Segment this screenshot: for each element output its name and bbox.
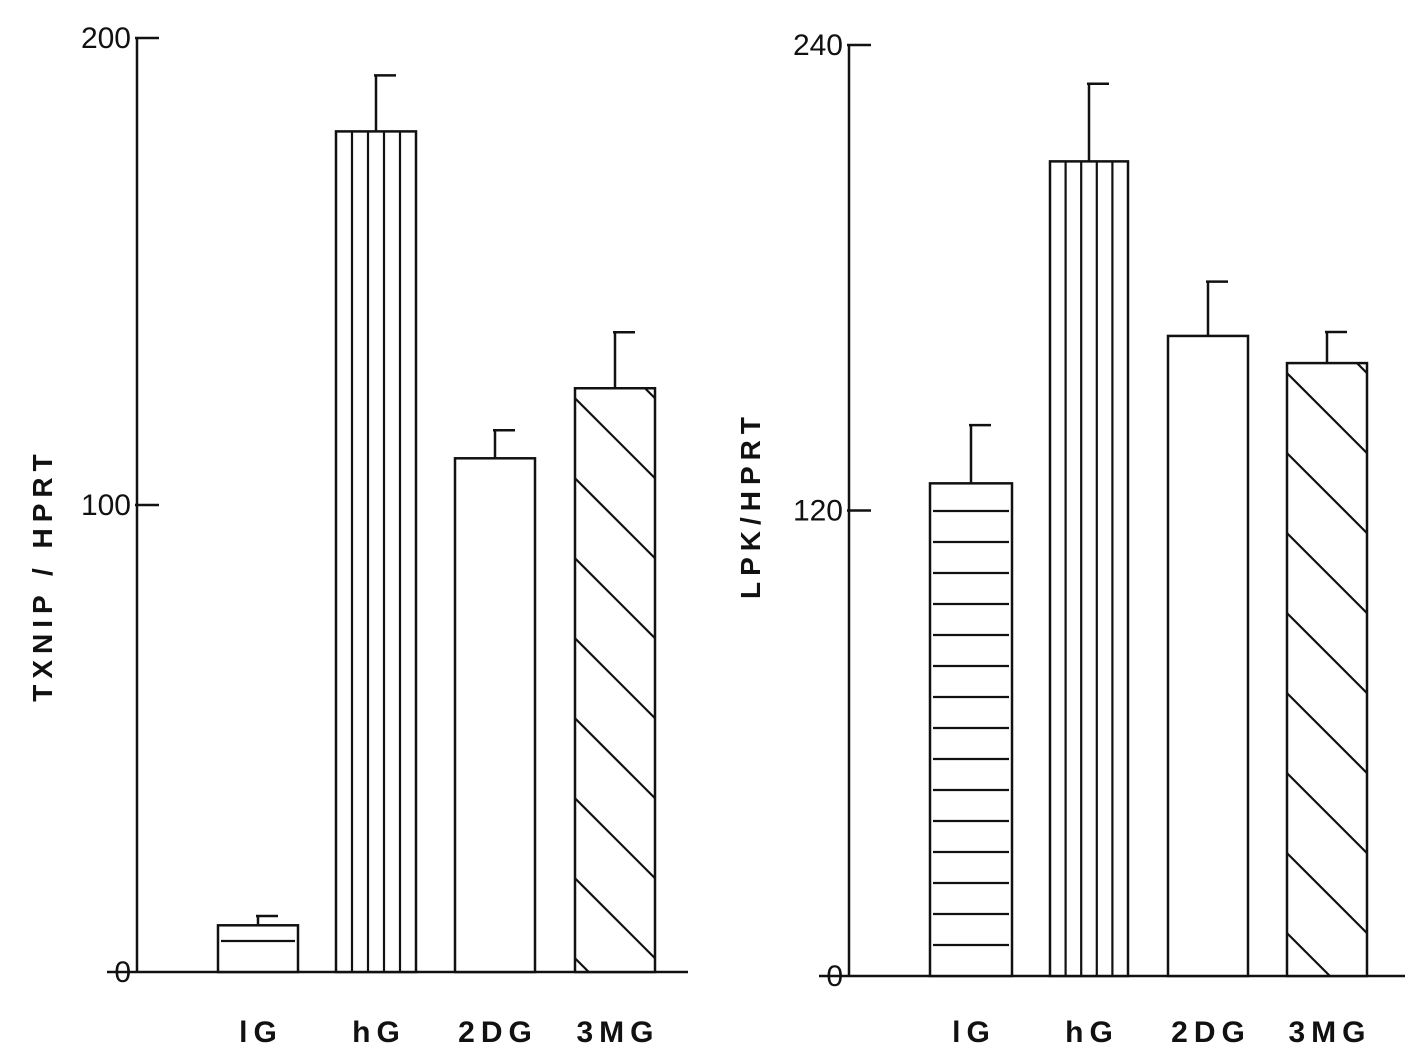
x-category-label: lG bbox=[952, 1016, 996, 1049]
y-tick-label: 0 bbox=[114, 956, 131, 989]
bar-2dg bbox=[453, 429, 537, 974]
bar-outline bbox=[1048, 160, 1130, 978]
bar-hatch-line bbox=[1356, 362, 1368, 374]
bar-2dg bbox=[1166, 280, 1250, 978]
bar-hatch-line bbox=[574, 637, 656, 720]
bar-3mg bbox=[1285, 330, 1369, 978]
bar-hg bbox=[1048, 82, 1130, 978]
y-tick-label: 120 bbox=[793, 495, 843, 528]
x-category-label: hG bbox=[1065, 1016, 1119, 1049]
bar-lg bbox=[928, 423, 1014, 978]
bar-hatch-line bbox=[574, 557, 656, 640]
bar-hatch-line bbox=[1286, 452, 1368, 534]
bar-outline bbox=[1285, 361, 1369, 978]
x-category-label: 3MG bbox=[576, 1016, 659, 1049]
lpk-chart-panel: 0 120 240 LPK/HPRT lG hG 2DG 3MG bbox=[735, 29, 1405, 1049]
txnip-chart-panel: 0 100 200 TXNIP / HPRT lG hG 2DG 3MG bbox=[27, 22, 688, 1049]
bar-outline bbox=[1166, 334, 1250, 978]
bar-outline bbox=[453, 457, 537, 974]
bar-hatch-line bbox=[574, 477, 656, 560]
x-category-label: 2DG bbox=[1171, 1016, 1251, 1049]
y-tick-label: 240 bbox=[793, 29, 843, 62]
bar-hatch-line bbox=[574, 717, 656, 800]
bar-outline bbox=[928, 482, 1014, 978]
bar-hatch-line bbox=[1286, 692, 1368, 774]
y-axis-title: LPK/HPRT bbox=[735, 411, 766, 599]
bar-hatch-line bbox=[1286, 372, 1368, 454]
y-tick-label: 200 bbox=[81, 22, 131, 55]
bar-hatch-line bbox=[1286, 772, 1368, 854]
bar-hatch-line bbox=[1286, 852, 1368, 934]
bar-hatch-line bbox=[1286, 532, 1368, 614]
x-category-label: lG bbox=[239, 1016, 283, 1049]
x-category-label: 3MG bbox=[1288, 1016, 1371, 1049]
bar-hatch-line bbox=[574, 957, 590, 973]
bar-hatch-line bbox=[644, 387, 656, 400]
x-category-label: 2DG bbox=[458, 1016, 538, 1049]
bar-hatch-line bbox=[574, 877, 656, 960]
y-tick-label: 100 bbox=[81, 489, 131, 522]
bar-outline bbox=[334, 130, 418, 974]
bar-hatch-line bbox=[574, 797, 656, 880]
bar-hatch-line bbox=[1286, 612, 1368, 694]
y-tick-label: 0 bbox=[826, 960, 843, 993]
bar-hg bbox=[334, 74, 418, 974]
bar-hatch-line bbox=[1286, 932, 1331, 977]
bar-3mg bbox=[573, 330, 657, 974]
y-axis-title: TXNIP / HPRT bbox=[27, 448, 58, 702]
bar-hatch-line bbox=[574, 397, 656, 480]
bar-lg bbox=[216, 914, 300, 974]
bar-outline bbox=[573, 387, 657, 974]
bar-outline bbox=[216, 924, 300, 974]
x-category-label: hG bbox=[352, 1016, 406, 1049]
